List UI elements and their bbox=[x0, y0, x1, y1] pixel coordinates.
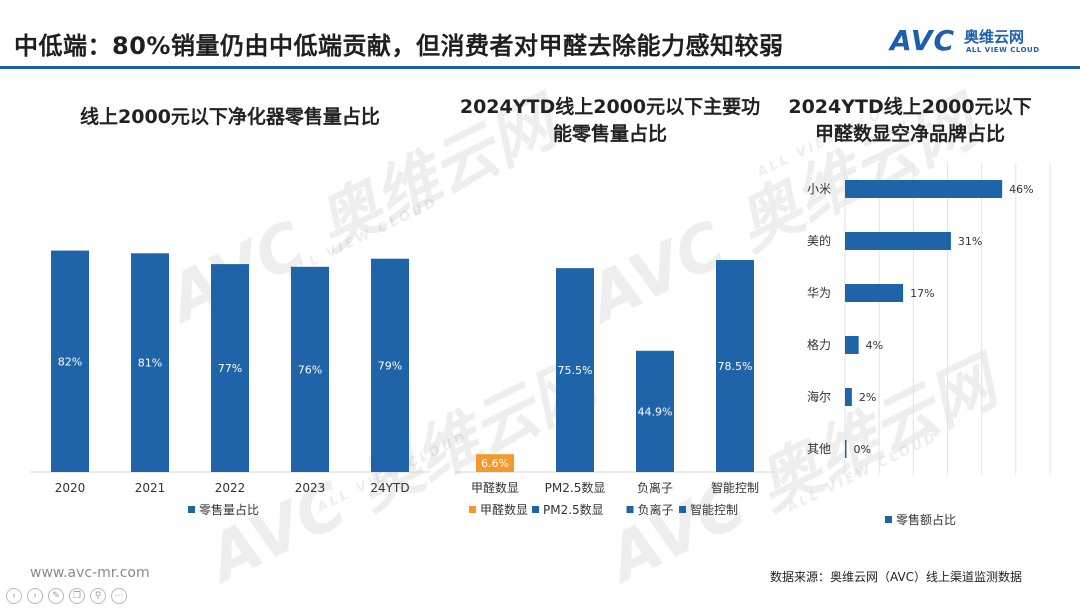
title-divider bbox=[0, 66, 1080, 69]
chart2-plot: 6.6%甲醛数显75.5%PM2.5数显44.9%负离子78.5%智能控制甲醛数… bbox=[455, 260, 775, 517]
data-label: 82% bbox=[58, 355, 82, 368]
data-label: 0% bbox=[854, 443, 871, 456]
x-tick-label: 24YTD bbox=[370, 481, 409, 495]
data-label: 4% bbox=[866, 339, 883, 352]
bar bbox=[131, 253, 169, 472]
data-label: 46% bbox=[1009, 183, 1033, 196]
legend-swatch bbox=[469, 506, 476, 513]
x-tick-label: 2021 bbox=[135, 481, 166, 495]
legend-label: 智能控制 bbox=[690, 502, 738, 517]
y-tick-label: 格力 bbox=[807, 337, 831, 352]
bar bbox=[845, 284, 904, 302]
data-label: 79% bbox=[378, 359, 402, 372]
chart1-title: 线上2000元以下净化器零售量占比 bbox=[80, 106, 380, 128]
bar bbox=[211, 264, 249, 472]
bar bbox=[845, 388, 852, 406]
data-label: 17% bbox=[910, 287, 934, 300]
logo-mark: AVC bbox=[890, 24, 955, 57]
legend-label: 零售额占比 bbox=[896, 512, 956, 527]
chart3-title-line2: 甲醛数显空净品牌占比 bbox=[814, 123, 1005, 145]
bar bbox=[845, 440, 847, 458]
x-tick-label: 2020 bbox=[55, 481, 86, 495]
bar bbox=[845, 180, 1003, 198]
zoom-icon[interactable]: ⚲ bbox=[90, 588, 106, 604]
legend-label: 甲醛数显 bbox=[480, 502, 528, 517]
chart1-plot: 82% 2020 81% 2021 77% 2022 76% 2023 79% 24YTD 零售量占… bbox=[30, 250, 430, 517]
legend-label: 零售量占比 bbox=[199, 502, 259, 517]
bar bbox=[51, 250, 89, 472]
legend-label: 负离子 bbox=[638, 502, 674, 517]
header: 中低端：80%销量仍由中低端贡献，但消费者对甲醛去除能力感知较弱 AVC 奥维云… bbox=[0, 0, 1080, 70]
page-title: 中低端：80%销量仍由中低端贡献，但消费者对甲醛去除能力感知较弱 bbox=[14, 32, 784, 60]
footer-source: 数据来源：奥维云网（AVC）线上渠道监测数据 bbox=[770, 570, 1023, 584]
next-icon[interactable]: › bbox=[27, 588, 43, 604]
data-label: 44.9% bbox=[638, 405, 673, 418]
legend-swatch bbox=[532, 506, 539, 513]
chart3-title: 2024YTD线上2000元以下 甲醛数显空净品牌占比 bbox=[780, 94, 1040, 148]
x-tick-label: 2023 bbox=[295, 481, 326, 495]
y-tick-label: 海尔 bbox=[807, 389, 831, 404]
y-tick-label: 小米 bbox=[807, 182, 831, 196]
chart2-title-line2: 能零售量占比 bbox=[552, 123, 667, 145]
chart2-title: 2024YTD线上2000元以下主要功 能零售量占比 bbox=[452, 94, 768, 148]
data-label: 78.5% bbox=[718, 360, 753, 373]
footer-url[interactable]: www.avc-mr.com bbox=[30, 565, 150, 581]
bar bbox=[556, 268, 594, 472]
legend-swatch bbox=[885, 516, 892, 523]
more-icon[interactable]: ⋯ bbox=[111, 588, 127, 604]
chart3-title-line1: 2024YTD线上2000元以下 bbox=[788, 96, 1032, 118]
x-tick-label: 智能控制 bbox=[711, 480, 759, 495]
data-label: 77% bbox=[218, 362, 242, 375]
x-tick-label: PM2.5数显 bbox=[545, 480, 606, 495]
legend-label: PM2.5数显 bbox=[543, 502, 604, 517]
pen-icon[interactable]: ✎ bbox=[48, 588, 64, 604]
slide-nav-toolbar: ‹ › ✎ ❐ ⚲ ⋯ bbox=[6, 588, 127, 604]
y-tick-label: 美的 bbox=[807, 233, 831, 248]
bar bbox=[371, 258, 409, 472]
data-label: 2% bbox=[859, 391, 876, 404]
data-label: 81% bbox=[138, 357, 162, 370]
avc-logo: AVC 奥维云网 ALL VIEW CLOUD bbox=[890, 24, 1060, 60]
data-label: 76% bbox=[298, 363, 322, 376]
bar bbox=[845, 336, 859, 354]
prev-icon[interactable]: ‹ bbox=[6, 588, 22, 604]
legend-swatch bbox=[626, 506, 634, 513]
bar bbox=[716, 260, 754, 472]
x-tick-label: 负离子 bbox=[637, 480, 673, 495]
bar bbox=[636, 350, 674, 472]
chart2-title-line1: 2024YTD线上2000元以下主要功 bbox=[459, 96, 761, 118]
bar bbox=[845, 232, 951, 250]
y-tick-label: 华为 bbox=[807, 286, 831, 300]
legend-swatch bbox=[679, 506, 686, 513]
logo-cn-text: 奥维云网 bbox=[964, 28, 1025, 46]
data-label: 75.5% bbox=[558, 364, 593, 377]
x-tick-label: 甲醛数显 bbox=[471, 480, 519, 495]
data-label: 6.6% bbox=[481, 457, 509, 470]
bar bbox=[291, 266, 329, 472]
bar bbox=[476, 454, 514, 472]
copy-icon[interactable]: ❐ bbox=[69, 588, 85, 604]
data-label: 31% bbox=[958, 235, 982, 248]
legend-swatch bbox=[188, 506, 195, 513]
x-tick-label: 2022 bbox=[215, 481, 246, 495]
y-tick-label: 其他 bbox=[807, 442, 831, 456]
logo-en-text: ALL VIEW CLOUD bbox=[966, 46, 1040, 54]
